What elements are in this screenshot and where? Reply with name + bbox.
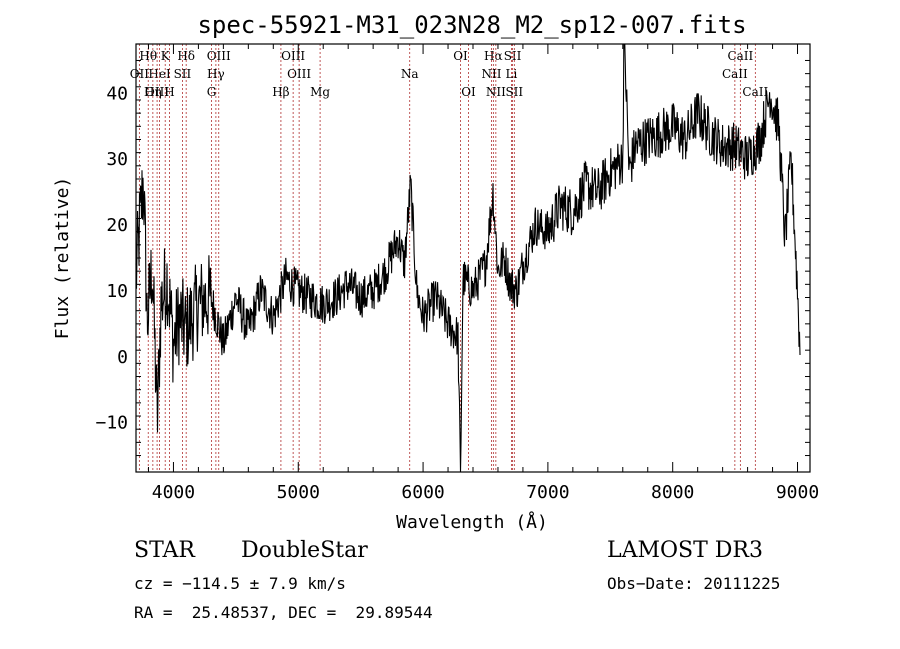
spectral-line-label: SII — [174, 67, 192, 81]
y-tick-label: −10 — [95, 413, 128, 434]
y-tick-label: 40 — [106, 83, 128, 104]
y-axis: −10 0 10 20 30 40 — [95, 59, 810, 457]
y-axis-label: Flux (relative) — [52, 177, 73, 340]
spectral-line-label: Hη — [144, 85, 162, 99]
spectral-line-label: Na — [401, 67, 419, 81]
spectral-line-label: CaII — [722, 67, 748, 81]
spectral-line-label: K — [161, 49, 171, 63]
chart-title: spec-55921-M31_023N28_M2_sp12-007.fits — [197, 11, 746, 39]
spectral-line-label: G — [207, 85, 217, 99]
spectral-line-label: OIII — [281, 49, 305, 63]
spectral-line-label: Hθ — [139, 49, 157, 63]
spectral-line-label: OI — [461, 85, 476, 99]
spectral-line-label: Hδ — [177, 49, 195, 63]
spectral-line-label: HeI — [148, 67, 171, 81]
x-tick-label: 9000 — [776, 482, 819, 503]
object-subclass: DoubleStar — [241, 538, 368, 563]
spectral-line-label: CaII — [742, 85, 768, 99]
spectral-line-label: Hα — [484, 49, 503, 63]
spectral-line-label: Hγ — [207, 67, 225, 81]
spectral-line-label: NII — [486, 85, 506, 99]
survey-name: LAMOST DR3 — [607, 538, 763, 563]
spectrum-chart: spec-55921-M31_023N28_M2_sp12-007.fits H… — [52, 11, 819, 533]
y-tick-label: 30 — [106, 149, 128, 170]
spectral-line-label: Li — [506, 67, 518, 81]
spectral-line-label: Mg — [310, 85, 330, 99]
plot-frame — [135, 43, 811, 473]
spectral-line-label: NII — [481, 67, 501, 81]
spectral-line-label: OIII — [145, 85, 169, 99]
x-tick-label: 8000 — [651, 482, 694, 503]
spectral-line-label: OI — [453, 49, 468, 63]
y-tick-label: 0 — [117, 347, 128, 368]
spectral-line-label: SII — [504, 49, 522, 63]
spectral-line-label: Hβ — [272, 85, 289, 99]
spectrum-series — [135, 43, 801, 473]
x-tick-label: 5000 — [277, 482, 320, 503]
observation-date: Obs−Date: 20111225 — [607, 574, 781, 593]
y-tick-label: 20 — [106, 215, 128, 236]
spectral-line-label: OIII — [207, 49, 231, 63]
x-tick-label: 7000 — [526, 482, 569, 503]
spectral-line-label: H — [164, 85, 174, 99]
spectral-line-label: CaII — [727, 49, 753, 63]
coordinates: RA = 25.48537, DEC = 29.89544 — [134, 603, 433, 622]
x-tick-label: 4000 — [152, 482, 195, 503]
x-tick-label: 6000 — [401, 482, 444, 503]
y-tick-label: 10 — [106, 281, 128, 302]
spectral-line-label: SII — [505, 85, 523, 99]
x-axis: 4000 5000 6000 7000 8000 9000 — [147, 44, 819, 503]
redshift-velocity: cz = −114.5 ± 7.9 km/s — [134, 574, 346, 593]
spectral-line-label: OIII — [287, 67, 311, 81]
x-axis-label: Wavelength (Å) — [396, 511, 548, 533]
object-class: STAR — [134, 538, 195, 563]
